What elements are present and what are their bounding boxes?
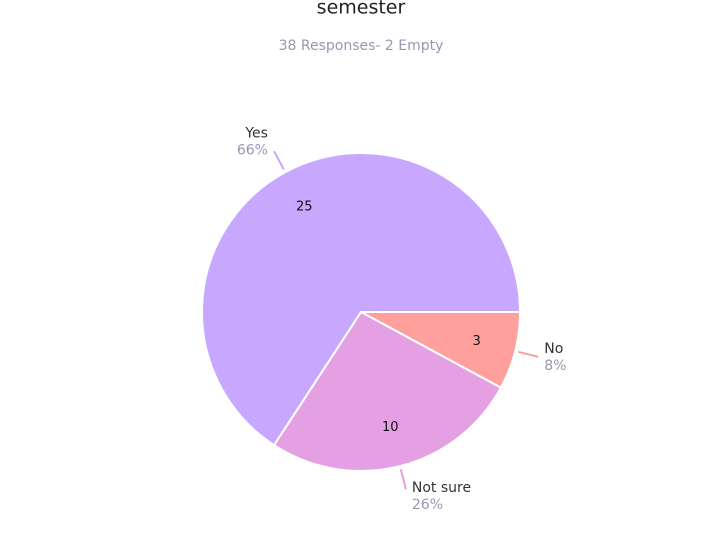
slice-value-label: 3 — [472, 334, 480, 349]
chart-subtitle: 38 Responses- 2 Empty — [279, 38, 444, 54]
leader-line — [399, 468, 407, 490]
pie-slice — [272, 310, 503, 472]
leader-line — [517, 350, 539, 358]
slice-percent-label: 66% — [237, 142, 268, 158]
slice-name-label: Yes — [244, 125, 268, 141]
slice-value-label: 25 — [296, 200, 313, 215]
slice-percent-label: 26% — [412, 497, 443, 513]
slice-name-label: Not sure — [412, 480, 471, 496]
leader-line — [273, 150, 285, 170]
slice-percent-label: 8% — [544, 358, 566, 374]
slice-name-label: No — [544, 341, 563, 357]
chart-title: semester — [317, 0, 406, 19]
slice-value-label: 10 — [382, 420, 399, 435]
pie-slice — [201, 152, 522, 447]
